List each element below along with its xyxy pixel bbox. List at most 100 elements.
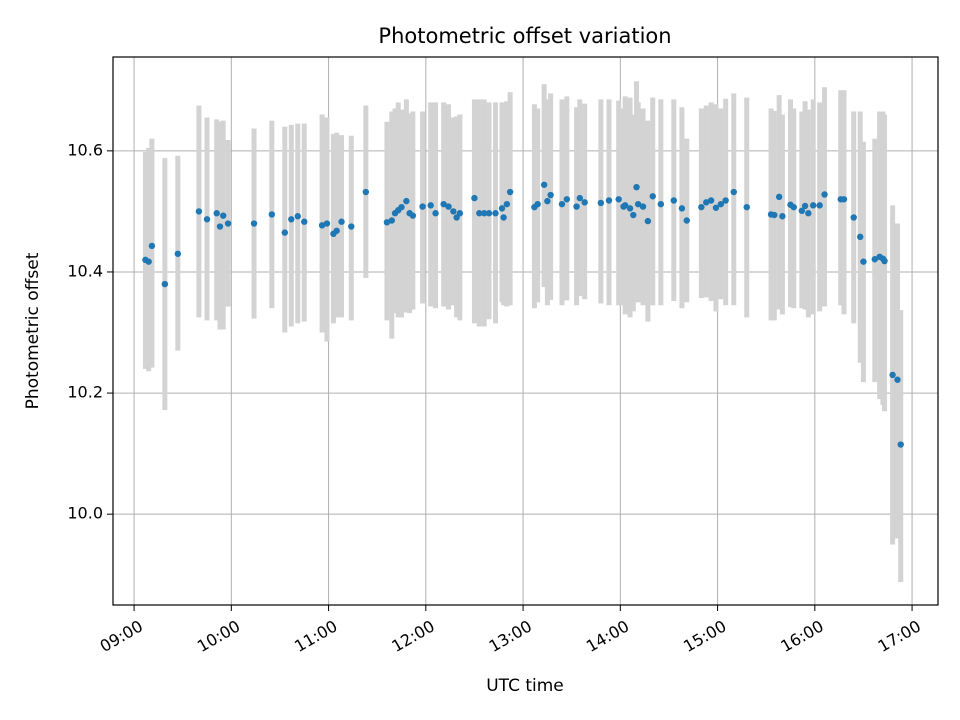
data-point — [281, 229, 289, 236]
data-point — [440, 200, 447, 208]
data-point — [621, 202, 629, 209]
data-point — [576, 194, 583, 202]
data-point — [860, 258, 867, 265]
y-tick-label: 10.0 — [67, 504, 103, 523]
data-point — [840, 196, 848, 203]
data-point — [450, 208, 457, 215]
data-point — [506, 188, 514, 196]
data-point — [703, 199, 710, 206]
data-point — [174, 250, 182, 257]
data-point — [268, 211, 276, 218]
data-point — [161, 280, 169, 288]
data-point — [657, 200, 665, 208]
data-point — [805, 210, 812, 217]
data-point — [809, 202, 817, 209]
data-point — [203, 216, 211, 223]
data-point — [333, 227, 340, 234]
data-point — [301, 218, 308, 225]
data-point — [801, 202, 809, 210]
data-point — [678, 205, 686, 212]
data-point — [224, 220, 232, 227]
data-point — [889, 371, 896, 379]
data-point — [148, 242, 156, 250]
data-point — [821, 191, 828, 198]
data-point — [323, 220, 331, 227]
data-point — [250, 220, 258, 227]
data-point — [540, 181, 548, 188]
data-point — [485, 210, 493, 217]
data-point — [456, 210, 464, 217]
data-point — [573, 203, 580, 210]
data-point — [500, 214, 507, 221]
data-point — [722, 197, 729, 204]
data-point — [348, 223, 355, 230]
data-point — [503, 200, 511, 208]
data-point — [558, 200, 566, 208]
y-axis-ticks: 10.0 10.2 10.4 10.6 — [67, 140, 113, 523]
data-point — [581, 199, 588, 206]
data-point — [388, 217, 395, 224]
data-point — [630, 211, 637, 219]
data-point — [771, 211, 778, 219]
data-point — [626, 205, 634, 212]
data-point — [712, 204, 720, 211]
y-tick-label: 10.2 — [67, 383, 103, 402]
data-point — [644, 217, 652, 225]
data-point — [717, 200, 725, 208]
data-point — [213, 210, 220, 217]
data-point — [145, 258, 152, 265]
data-point — [294, 213, 301, 220]
data-point — [707, 197, 715, 204]
data-point — [216, 223, 224, 230]
y-tick-label: 10.4 — [67, 261, 103, 280]
chart-title: Photometric offset variation — [378, 24, 671, 48]
data-point — [403, 197, 410, 205]
data-point — [881, 257, 888, 265]
data-point — [338, 218, 345, 225]
y-tick-label: 10.6 — [67, 140, 103, 159]
data-point — [798, 207, 806, 215]
data-point — [534, 200, 541, 208]
data-point — [857, 233, 864, 241]
plot-area-frame — [112, 56, 939, 606]
data-point — [605, 197, 613, 204]
data-point — [288, 216, 295, 223]
data-point — [698, 203, 705, 211]
data-point — [897, 441, 904, 448]
data-point — [730, 188, 737, 196]
data-point — [597, 199, 605, 207]
data-point — [498, 205, 506, 212]
data-point — [547, 191, 554, 199]
data-point — [634, 200, 642, 208]
data-point — [362, 188, 370, 196]
data-point — [432, 210, 439, 217]
data-point — [480, 210, 488, 217]
data-point — [816, 202, 823, 209]
y-axis-title: Photometric offset — [23, 252, 43, 409]
data-point — [639, 203, 647, 210]
data-point — [850, 214, 857, 221]
data-point — [471, 194, 478, 202]
data-point — [409, 212, 417, 219]
x-axis-title: UTC time — [486, 676, 564, 696]
data-point — [790, 203, 797, 211]
data-point — [871, 256, 878, 263]
data-point — [427, 202, 434, 209]
data-point — [683, 217, 690, 224]
data-point — [775, 193, 783, 201]
data-points — [142, 181, 904, 448]
data-point — [195, 208, 203, 215]
data-point — [476, 210, 483, 217]
data-point — [633, 183, 640, 191]
data-point — [779, 213, 786, 220]
data-point — [670, 197, 678, 204]
data-point — [563, 196, 571, 203]
data-point — [743, 203, 750, 211]
data-point — [318, 222, 326, 229]
data-point — [492, 210, 499, 217]
data-point — [649, 193, 656, 200]
data-point — [383, 219, 391, 226]
data-point — [544, 197, 551, 205]
data-point — [220, 212, 227, 219]
